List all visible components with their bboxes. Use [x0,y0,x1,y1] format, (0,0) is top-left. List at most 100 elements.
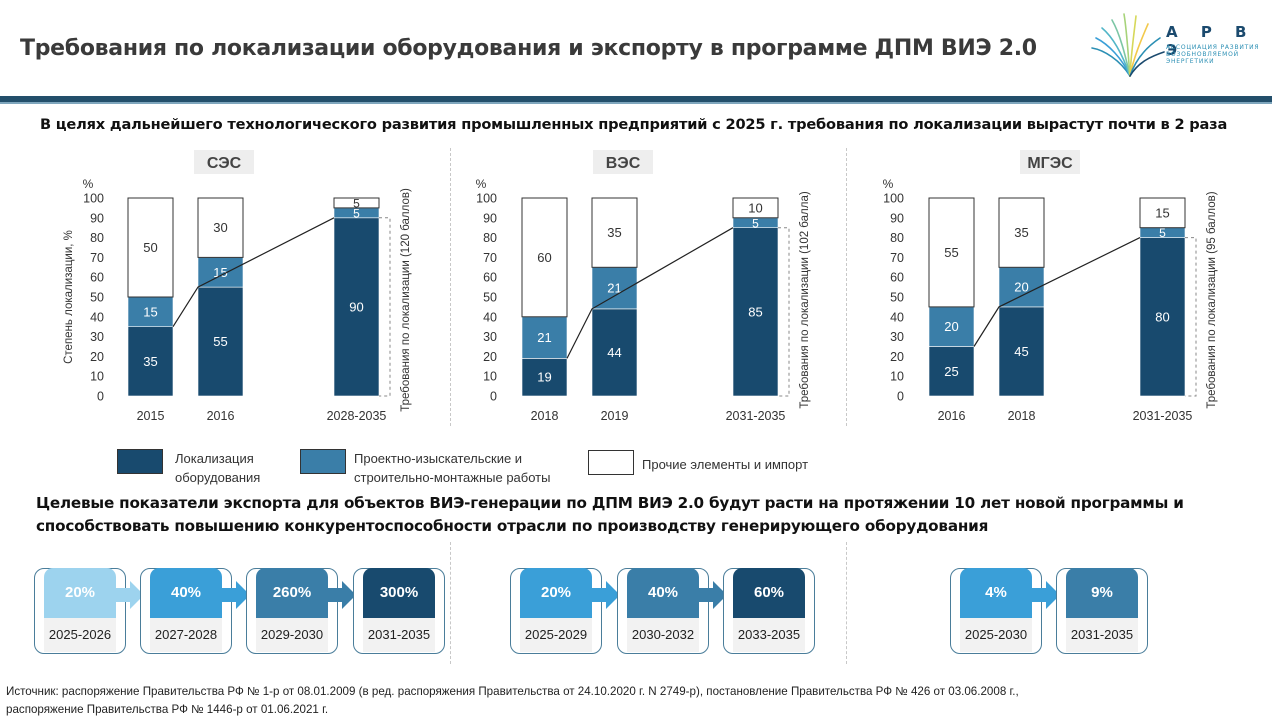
y-tick-label: 50 [483,291,497,305]
export-period: 2031-2035 [1070,627,1134,642]
x-tick-label: 2016 [938,409,966,423]
requirement-bracket [778,227,790,397]
localization-subtitle: В целях дальнейшего технологического раз… [40,116,1228,133]
export-target-value: 40% [150,568,222,618]
export-step: 300% 2031-2035 [353,568,445,668]
export-step: 4% 2025-2030 [950,568,1042,668]
bar-segment [1139,237,1186,397]
export-step: 9% 2031-2035 [1056,568,1148,668]
export-target-value: 20% [44,568,116,618]
legend-label-design-works: Проектно-изыскательские и строительно-мо… [354,451,551,485]
requirement-bracket [1185,237,1197,397]
source-note: Источник: распоряжение Правительства РФ … [6,683,1266,719]
export-step: 60% 2033-2035 [723,568,815,668]
bar-segment [998,306,1045,397]
y-tick-label: 60 [90,271,104,285]
legend-swatch-localization [117,449,163,474]
requirement-bracket [379,217,391,397]
legend-swatch-design-works [300,449,346,474]
x-tick-label: 2016 [207,409,235,423]
logo-sub-line-1: АССОЦИАЦИЯ РАЗВИТИЯ [1166,44,1260,51]
arrow-right-icon [220,581,250,609]
export-target-value: 260% [256,568,328,618]
bar-value-label: 45 [1014,344,1028,359]
panel-title: МГЭС [1027,155,1073,172]
x-tick-label: 2019 [601,409,629,423]
panel-separator [450,148,451,426]
bar-value-label: 80 [1155,309,1169,324]
export-target-value: 9% [1066,568,1138,618]
y-tick-label: 90 [90,211,104,225]
bar-segment [521,197,568,318]
export-step: 20% 2025-2026 [34,568,126,668]
y-tick-label: 20 [890,350,904,364]
requirement-label: Требования по локализации (95 баллов) [1206,191,1218,408]
y-tick-label: 40 [483,310,497,324]
y-tick-label: 10 [483,370,497,384]
source-line-2: распоряжение Правительства РФ № 1446-р о… [6,703,329,716]
y-tick-label: 100 [476,192,497,206]
export-period-bg [960,618,1032,652]
panel-title-bg [194,150,254,174]
x-tick-label: 2031-2035 [1133,409,1193,423]
y-tick-label: 50 [890,291,904,305]
source-line-1: Источник: распоряжение Правительства РФ … [6,685,1019,698]
export-period-bg [150,618,222,652]
bar-value-label: 30 [213,220,227,235]
localization-trend-line [172,217,335,328]
bar-segment [1139,197,1186,229]
y-tick-label: 80 [483,231,497,245]
x-tick-label: 2015 [137,409,165,423]
bar-segment [521,316,568,359]
y-tick-label: 70 [90,251,104,265]
bar-value-label: 44 [607,345,621,360]
export-period: 2025-2030 [964,627,1028,642]
export-period-bg [256,618,328,652]
bar-segment [333,197,380,209]
y-tick-label: 50 [90,291,104,305]
header: Требования по локализации оборудования и… [0,0,1272,96]
y-tick-label: 40 [90,310,104,324]
legend-swatch-other [588,450,634,475]
y-tick-label: 30 [890,330,904,344]
y-tick-label: 90 [483,211,497,225]
export-target-value: 20% [520,568,592,618]
bar-segment [928,197,975,308]
bar-segment [333,217,380,397]
export-period: 2033-2035 [737,627,801,642]
y-tick-label: 20 [90,350,104,364]
logo-text: А Р В Э [1166,23,1256,59]
bar-value-label: 19 [537,370,551,385]
bar-value-label: 55 [944,245,958,260]
y-tick-label: 60 [890,271,904,285]
y-tick-label: 40 [890,310,904,324]
arve-logo: А Р В Э АССОЦИАЦИЯ РАЗВИТИЯ ВОЗОБНОВЛЯЕМ… [1090,10,1265,80]
panel-title-bg [593,150,653,174]
export-separator [846,542,847,664]
bar-segment [127,197,174,298]
legend-label-localization: Локализация оборудования [175,451,261,485]
y-tick-label: 0 [490,390,497,404]
bar-value-label: 20 [944,319,958,334]
requirement-label: Требования по локализации (120 баллов) [400,188,412,412]
y-tick-label: 30 [483,330,497,344]
export-target-value: 4% [960,568,1032,618]
bar-value-label: 35 [607,225,621,240]
x-tick-label: 2031-2035 [726,409,786,423]
bar-value-label: 85 [748,304,762,319]
export-period-bg [363,618,435,652]
legend-label-other: Прочие элементы и импорт [642,457,809,472]
localization-trend-line [566,227,734,359]
y-tick-label: 100 [883,192,904,206]
export-period: 2030-2032 [631,627,695,642]
y-tick-label: 0 [897,390,904,404]
localization-trend-line [973,237,1141,347]
bar-segment [998,197,1045,268]
bar-value-label: 50 [143,240,157,255]
bar-segment [998,267,1045,308]
bar-value-label: 15 [143,304,157,319]
panel-title-bg [1020,150,1080,174]
arrow-right-icon [697,581,727,609]
panel-separator [846,148,847,426]
header-band [0,96,1272,102]
